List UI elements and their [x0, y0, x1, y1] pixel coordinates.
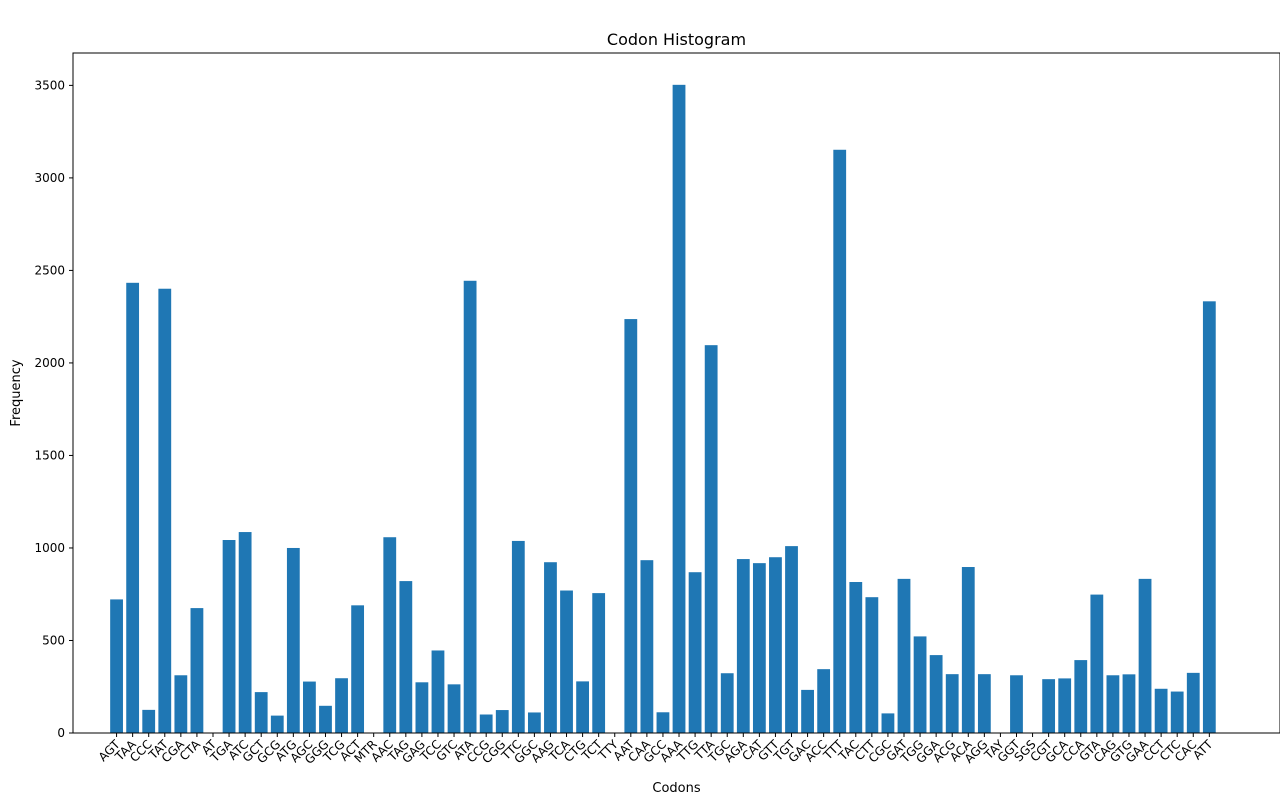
bar-cga — [174, 675, 188, 733]
bar-tga — [222, 540, 236, 733]
bar-acc — [817, 669, 831, 733]
bar-ccg — [479, 714, 493, 733]
bar-ccc — [142, 709, 156, 733]
bar-ctg — [576, 681, 589, 733]
x-axis-title: Codons — [652, 781, 700, 796]
y-tick-label: 3000 — [34, 171, 65, 185]
bar-gca — [1058, 678, 1072, 733]
bar-ggg — [319, 705, 332, 733]
bar-cac — [1186, 672, 1200, 733]
bar-tac — [849, 582, 863, 733]
bar-gta — [1090, 594, 1104, 733]
bar-gtc — [447, 684, 461, 733]
bar-cgt — [1042, 679, 1056, 733]
bar-ggc — [527, 712, 541, 733]
bar-act — [351, 605, 365, 733]
y-tick-label: 3500 — [34, 78, 65, 92]
bar-ata — [463, 280, 477, 733]
bar-cct — [1154, 688, 1168, 733]
bar-aca — [961, 567, 975, 733]
y-tick-label: 2500 — [34, 263, 65, 277]
bar-taa — [126, 282, 140, 733]
bar-ctt — [865, 597, 879, 733]
bar-gaa — [1138, 578, 1152, 733]
bar-gat — [897, 578, 911, 733]
bar-tat — [158, 288, 172, 733]
bar-cag — [1106, 675, 1120, 733]
plot-frame — [72, 52, 1280, 734]
y-tick-label: 1500 — [34, 448, 65, 462]
bar-aat — [624, 319, 638, 733]
bar-tcg — [335, 678, 348, 733]
y-tick-label: 1000 — [34, 541, 65, 555]
bar-gct — [254, 692, 268, 733]
bar-aaa — [672, 84, 686, 733]
bar-aag — [544, 562, 557, 733]
bar-cgg — [495, 710, 509, 733]
bar-gcc — [656, 712, 670, 733]
bar-ttt — [833, 149, 847, 733]
y-tick-label: 2000 — [34, 356, 65, 370]
bar-tcc — [431, 650, 445, 733]
y-axis-title: Frequency — [9, 359, 24, 426]
bar-ttg — [688, 572, 702, 733]
bar-aga — [736, 559, 750, 733]
chart-title: Codon Histogram — [607, 30, 746, 49]
bars-layer — [110, 84, 1216, 733]
bar-acg — [945, 674, 959, 733]
bar-agt — [110, 599, 123, 733]
bar-cat — [752, 563, 766, 733]
bar-gtg — [1122, 674, 1136, 733]
bar-tta — [704, 345, 718, 733]
y-tick-label: 0 — [57, 726, 65, 740]
bar-agc — [303, 681, 316, 733]
bar-tgc — [720, 673, 734, 733]
bar-tct — [592, 593, 606, 733]
y-tick-label: 500 — [42, 633, 65, 647]
bar-cta — [190, 608, 204, 733]
bar-tag — [399, 581, 413, 733]
bar-ttc — [511, 540, 525, 733]
bar-att — [1202, 301, 1216, 733]
bar-agg — [977, 674, 991, 733]
bar-atc — [238, 532, 252, 733]
y-axis: 0 500 1000 1500 2000 2500 3000 3500 — [34, 78, 73, 740]
bar-tgg — [913, 636, 927, 733]
bar-gtt — [769, 557, 782, 733]
bar-aac — [383, 537, 397, 733]
bar-tca — [560, 590, 573, 733]
bar-gag — [415, 682, 429, 733]
bar-gcg — [270, 715, 284, 733]
bar-cca — [1074, 660, 1088, 733]
bar-tgt — [785, 546, 798, 733]
bar-gga — [929, 655, 943, 733]
bar-atg — [286, 547, 300, 733]
bar-ggt — [1010, 675, 1023, 733]
bar-gac — [801, 689, 814, 733]
bar-cgc — [881, 713, 895, 733]
bar-caa — [640, 560, 654, 733]
bar-ctc — [1170, 691, 1184, 733]
